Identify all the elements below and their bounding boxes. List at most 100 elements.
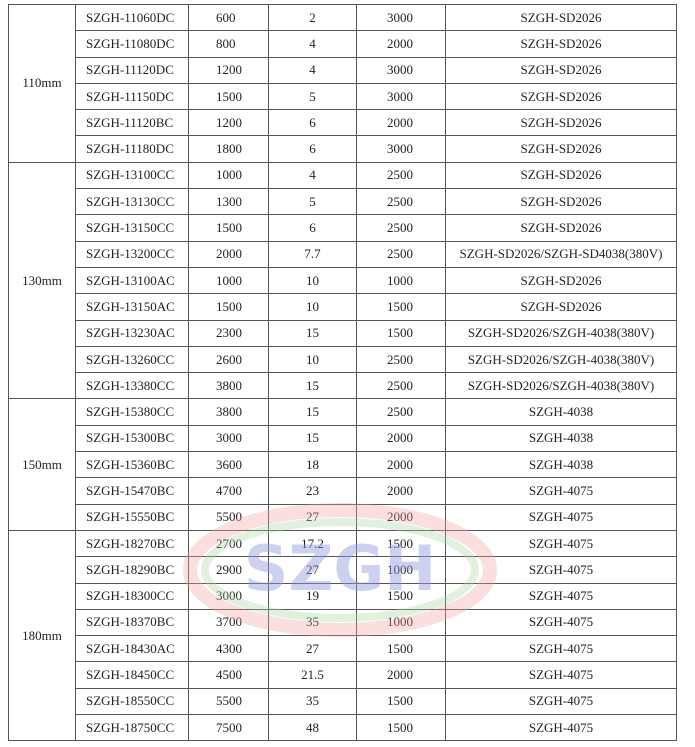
table-cell: 1000 (356, 608, 446, 637)
table-cell: 5 (268, 82, 357, 111)
table-cell: 2500 (356, 188, 446, 216)
table-cell: SZGH-SD2026 (445, 266, 677, 295)
table-cell: 19 (268, 582, 357, 610)
table-cell: 2000 (356, 477, 446, 505)
table-row: SZGH-18370BC 3700 35 1000 SZGH-4075 (9, 608, 677, 637)
table-cell: SZGH-4075 (445, 477, 677, 505)
table-cell: SZGH-11120DC (75, 56, 189, 84)
table-cell: SZGH-18550CC (75, 687, 189, 716)
table-row: SZGH-11150DC 1500 5 3000 SZGH-SD2026 (9, 82, 677, 111)
table-row: SZGH-18430AC 4300 27 1500 SZGH-4075 (9, 635, 677, 663)
table-cell: 2000 (356, 30, 446, 58)
table-row: SZGH-18300CC 3000 19 1500 SZGH-4075 (9, 582, 677, 610)
table-cell: 1200 (188, 109, 269, 137)
table-cell: 2000 (356, 503, 446, 531)
table-row: SZGH-13130CC 1300 5 2500 SZGH-SD2026 (9, 188, 677, 216)
table-cell: SZGH-SD2026 (445, 109, 677, 137)
table-cell: 3000 (356, 3, 446, 32)
table-cell: 5 (268, 188, 357, 216)
table-cell: SZGH-13380CC (75, 372, 189, 400)
table-row: SZGH-15300BC 3000 15 2000 SZGH-4038 (9, 424, 677, 453)
table-cell: 10 (268, 293, 357, 321)
table-cell: 7.7 (268, 240, 357, 268)
table-cell: 35 (268, 608, 357, 637)
table-cell: 5500 (188, 503, 269, 531)
table-cell: 1500 (356, 319, 446, 347)
table-cell: 3000 (356, 56, 446, 84)
table-cell: SZGH-SD2026/SZGH-SD4038(380V) (445, 240, 677, 268)
table-cell: SZGH-18370BC (75, 608, 189, 637)
table-cell: SZGH-SD2026 (445, 293, 677, 321)
size-cell: 180mm (8, 529, 76, 742)
table-cell: 1500 (188, 293, 269, 321)
table-cell: SZGH-4075 (445, 529, 677, 558)
table-cell: 2500 (356, 161, 446, 190)
table-cell: 1500 (356, 687, 446, 716)
table-cell: SZGH-11180DC (75, 135, 189, 163)
table-cell: 1500 (356, 582, 446, 610)
table-cell: SZGH-18430AC (75, 635, 189, 663)
table-cell: 10 (268, 266, 357, 295)
table-cell: 2 (268, 3, 357, 32)
table-cell: 3000 (356, 82, 446, 111)
table-cell: 3700 (188, 608, 269, 637)
table-cell: 2000 (356, 424, 446, 453)
table-row: SZGH-15470BC 4700 23 2000 SZGH-4075 (9, 477, 677, 505)
table-cell: 2900 (188, 556, 269, 584)
table-row: SZGH-15360BC 3600 18 2000 SZGH-4038 (9, 451, 677, 479)
table-cell: 1500 (188, 214, 269, 242)
table-cell: SZGH-SD2026 (445, 82, 677, 111)
table-cell: SZGH-4038 (445, 398, 677, 426)
table-cell: SZGH-15550BC (75, 503, 189, 531)
table-cell: 15 (268, 398, 357, 426)
table-cell: SZGH-15360BC (75, 451, 189, 479)
table-cell: SZGH-4075 (445, 608, 677, 637)
table-row: 110mm SZGH-11060DC 600 2 3000 SZGH-SD2026 (8, 3, 677, 163)
table-cell: SZGH-13150AC (75, 293, 189, 321)
table-cell: 2500 (356, 398, 446, 426)
table-cell: 15 (268, 319, 357, 347)
table-cell: 7500 (188, 714, 269, 742)
table-cell: SZGH-4075 (445, 582, 677, 610)
table-cell: SZGH-SD2026 (445, 135, 677, 163)
table-cell: SZGH-15300BC (75, 424, 189, 453)
table-row: 130mm SZGH-13100CC 1000 4 2500 SZGH-SD2026 (8, 161, 677, 400)
table-cell: 35 (268, 687, 357, 716)
table-cell: 4500 (188, 661, 269, 689)
table-cell: 27 (268, 503, 357, 531)
table-cell: 800 (188, 30, 269, 58)
table-cell: 600 (188, 3, 269, 32)
table-cell: SZGH-18450CC (75, 661, 189, 689)
table-cell: 1500 (356, 293, 446, 321)
table-row: SZGH-11120BC 1200 6 2000 SZGH-SD2026 (9, 109, 677, 137)
table-cell: SZGH-SD2026 (445, 30, 677, 58)
table-cell: SZGH-4038 (445, 424, 677, 453)
table-cell: SZGH-SD2026 (445, 188, 677, 216)
table-cell: 15 (268, 424, 357, 453)
table-row: SZGH-13380CC 3800 15 2500 SZGH-SD2026/SZGH-4… (9, 372, 677, 400)
table-cell: 3000 (188, 424, 269, 453)
table-cell: 48 (268, 714, 357, 742)
table-row: SZGH-13150AC 1500 10 1500 SZGH-SD2026 (9, 293, 677, 321)
table-cell: 1500 (356, 714, 446, 742)
table-cell: 1500 (356, 635, 446, 663)
table-cell: SZGH-18270BC (75, 529, 189, 558)
table-row: SZGH-18290BC 2900 27 1000 SZGH-4075 (9, 556, 677, 584)
table-cell: 2300 (188, 319, 269, 347)
table-cell: 10 (268, 345, 357, 374)
table-cell: 2000 (188, 240, 269, 268)
table-cell: SZGH-SD2026 (445, 161, 677, 190)
table-cell: 2700 (188, 529, 269, 558)
table-cell: SZGH-11060DC (75, 3, 189, 32)
table-cell: SZGH-13150CC (75, 214, 189, 242)
table-cell: SZGH-13230AC (75, 319, 189, 347)
table-cell: 4 (268, 161, 357, 190)
table-cell: 1200 (188, 56, 269, 84)
table-row: SZGH-11180DC 1800 6 3000 SZGH-SD2026 (9, 135, 677, 163)
table-cell: SZGH-11150DC (75, 82, 189, 111)
table-cell: 21.5 (268, 661, 357, 689)
table-cell: 3000 (188, 582, 269, 610)
table-cell: SZGH-18750CC (75, 714, 189, 742)
table-row: 150mm SZGH-15380CC 3800 15 2500 SZGH-4038 (8, 398, 677, 531)
